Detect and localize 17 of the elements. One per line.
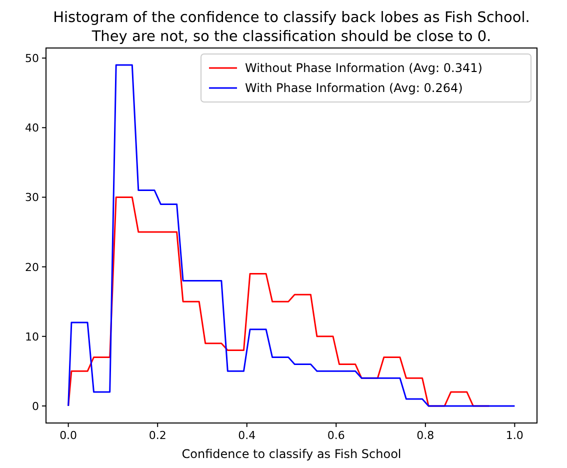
chart-title: Histogram of the confidence to classify back lobes as Fish School. They are not, so the classification should be close to 0. [53,10,530,45]
x-tick-label: 0.0 [60,429,78,442]
x-tick-label: 0.6 [327,429,345,442]
x-axis-title: Confidence to classify as Fish School [182,447,402,461]
y-tick-label: 20 [25,260,39,274]
line-series [68,64,516,407]
y-tick-label: 50 [25,52,39,66]
x-tick-label: 1.0 [506,429,524,442]
legend-label: Without Phase Information (Avg: 0.341) [245,61,482,75]
legend-label: With Phase Information (Avg: 0.264) [245,81,463,95]
y-tick-label: 30 [25,191,39,204]
x-tick-label: 0.2 [148,429,166,442]
y-tick-label: 40 [25,122,39,135]
x-tick-label: 0.4 [238,429,256,442]
y-tick-label: 10 [25,330,39,344]
y-tick-label: 0 [32,400,39,413]
x-tick-label: 0.8 [416,429,434,442]
